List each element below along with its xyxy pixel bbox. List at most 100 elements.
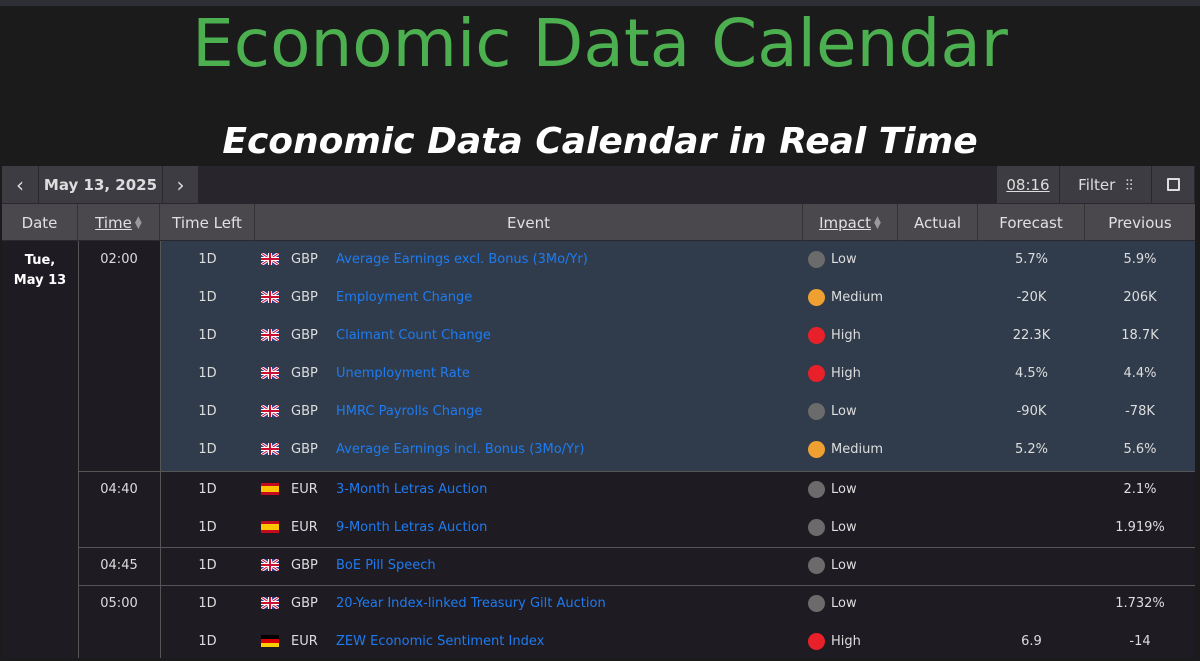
forecast-value: 5.2%	[1014, 442, 1049, 457]
impact-level: Low	[831, 596, 857, 611]
previous-value: 5.6%	[1123, 442, 1157, 457]
event-link[interactable]: Claimant Count Change	[336, 328, 491, 343]
date-cell: Tue, May 13	[2, 251, 78, 291]
forecast-value: 22.3K	[1012, 328, 1051, 343]
impact-face-icon	[808, 481, 825, 498]
time-left: 1D	[198, 520, 217, 535]
date-weekday: Tue,	[24, 253, 56, 268]
currency: GBP	[291, 442, 318, 457]
filter-button[interactable]: Filter ⫶⫶	[1060, 166, 1152, 203]
sort-icon: ▲ ▼	[873, 214, 881, 231]
impact-face-icon	[808, 519, 825, 536]
calendar-widget: ‹ May 13, 2025 › 08:16 Filter ⫶⫶ Date Tim…	[2, 166, 1195, 658]
impact-face-icon	[808, 557, 825, 574]
chevron-right-icon: ›	[176, 172, 185, 197]
impact-face-icon	[808, 251, 825, 268]
external-link-icon	[1166, 178, 1180, 191]
event-time: 02:00	[100, 252, 138, 267]
table-row[interactable]: 1D GBP Employment Change Medium -20K 206…	[2, 279, 1195, 317]
divider	[160, 241, 161, 658]
divider	[78, 585, 1195, 586]
event-link[interactable]: 3-Month Letras Auction	[336, 482, 488, 497]
currency: GBP	[291, 366, 318, 381]
current-time-button[interactable]: 08:16	[997, 166, 1060, 203]
prev-date-button[interactable]: ‹	[2, 166, 39, 203]
event-link[interactable]: 9-Month Letras Auction	[336, 520, 488, 535]
impact-level: High	[831, 366, 861, 381]
col-date: Date	[2, 204, 78, 241]
col-time[interactable]: Time ▲ ▼	[78, 204, 160, 241]
col-previous: Previous	[1108, 213, 1172, 232]
impact-level: Low	[831, 482, 857, 497]
time-left: 1D	[198, 482, 217, 497]
event-link[interactable]: 20-Year Index-linked Treasury Gilt Aucti…	[336, 596, 606, 611]
col-impact[interactable]: Impact ▲ ▼	[803, 204, 898, 241]
col-time-label: Time	[95, 213, 132, 232]
impact-face-icon	[808, 403, 825, 420]
impact-face-icon	[808, 633, 825, 650]
flag-uk-icon	[260, 327, 280, 343]
time-left: 1D	[198, 404, 217, 419]
table-row[interactable]: 05:00 1D GBP 20-Year Index-linked Treasu…	[2, 585, 1195, 623]
currency: GBP	[291, 252, 318, 267]
currency: GBP	[291, 558, 318, 573]
toolbar: ‹ May 13, 2025 › 08:16 Filter ⫶⫶	[2, 166, 1195, 203]
next-date-button[interactable]: ›	[163, 166, 199, 203]
impact-level: Low	[831, 520, 857, 535]
previous-value: 2.1%	[1123, 482, 1157, 497]
flag-uk-icon	[260, 441, 280, 457]
currency: GBP	[291, 328, 318, 343]
table-row[interactable]: 1D GBP Unemployment Rate High 4.5% 4.4%	[2, 355, 1195, 393]
sliders-icon: ⫶⫶	[1125, 175, 1133, 194]
table-header: Date Time ▲ ▼ Time Left Event Impact ▲ ▼ Act…	[2, 203, 1195, 241]
table-row[interactable]: 1D GBP Claimant Count Change High 22.3K …	[2, 317, 1195, 355]
flag-uk-icon	[260, 403, 280, 419]
previous-value: 1.919%	[1115, 520, 1165, 535]
time-left: 1D	[198, 596, 217, 611]
previous-value: 206K	[1123, 290, 1157, 305]
table-row[interactable]: 1D EUR ZEW Economic Sentiment Index High…	[2, 623, 1195, 661]
event-link[interactable]: Employment Change	[336, 290, 473, 305]
currency: GBP	[291, 596, 318, 611]
event-link[interactable]: Average Earnings incl. Bonus (3Mo/Yr)	[336, 442, 585, 457]
forecast-value: -20K	[1016, 290, 1047, 305]
currency: EUR	[291, 520, 318, 535]
table-row[interactable]: 04:40 1D EUR 3-Month Letras Auction Low …	[2, 471, 1195, 509]
table-row[interactable]: 04:45 1D GBP BoE Pill Speech Low	[2, 547, 1195, 585]
divider	[78, 547, 1195, 548]
table-row[interactable]: 02:00 1D GBP Average Earnings excl. Bonu…	[2, 241, 1195, 279]
time-left: 1D	[198, 366, 217, 381]
date-picker[interactable]: May 13, 2025	[39, 166, 163, 203]
event-link[interactable]: Unemployment Rate	[336, 366, 470, 381]
flag-es-icon	[261, 483, 279, 495]
impact-face-icon	[808, 595, 825, 612]
impact-level: Low	[831, 558, 857, 573]
col-time-left: Time Left	[160, 204, 255, 241]
event-time: 04:40	[100, 482, 138, 497]
previous-value: 18.7K	[1121, 328, 1159, 343]
currency: GBP	[291, 290, 318, 305]
event-link[interactable]: BoE Pill Speech	[336, 558, 436, 573]
divider	[78, 241, 79, 658]
col-forecast: Forecast	[978, 204, 1085, 241]
event-link[interactable]: HMRC Payrolls Change	[336, 404, 483, 419]
forecast-value: 4.5%	[1014, 366, 1049, 381]
flag-uk-icon	[260, 557, 280, 573]
time-left: 1D	[198, 328, 217, 343]
previous-value: -14	[1129, 634, 1151, 649]
previous-value: -78K	[1125, 404, 1155, 419]
event-link[interactable]: Average Earnings excl. Bonus (3Mo/Yr)	[336, 252, 588, 267]
sort-icon: ▲ ▼	[134, 214, 142, 231]
flag-es-icon	[261, 521, 279, 533]
event-time: 05:00	[100, 596, 138, 611]
flag-de-icon	[261, 635, 279, 647]
table-row[interactable]: 1D GBP Average Earnings incl. Bonus (3Mo…	[2, 431, 1195, 469]
filter-label: Filter	[1078, 175, 1116, 194]
top-bar	[0, 0, 1200, 6]
popout-button[interactable]	[1152, 166, 1195, 203]
previous-value: 4.4%	[1123, 366, 1157, 381]
table-row[interactable]: 1D GBP HMRC Payrolls Change Low -90K -78…	[2, 393, 1195, 431]
event-link[interactable]: ZEW Economic Sentiment Index	[336, 634, 545, 649]
table-row[interactable]: 1D EUR 9-Month Letras Auction Low 1.919%	[2, 509, 1195, 547]
forecast-value: 6.9	[1021, 634, 1042, 649]
